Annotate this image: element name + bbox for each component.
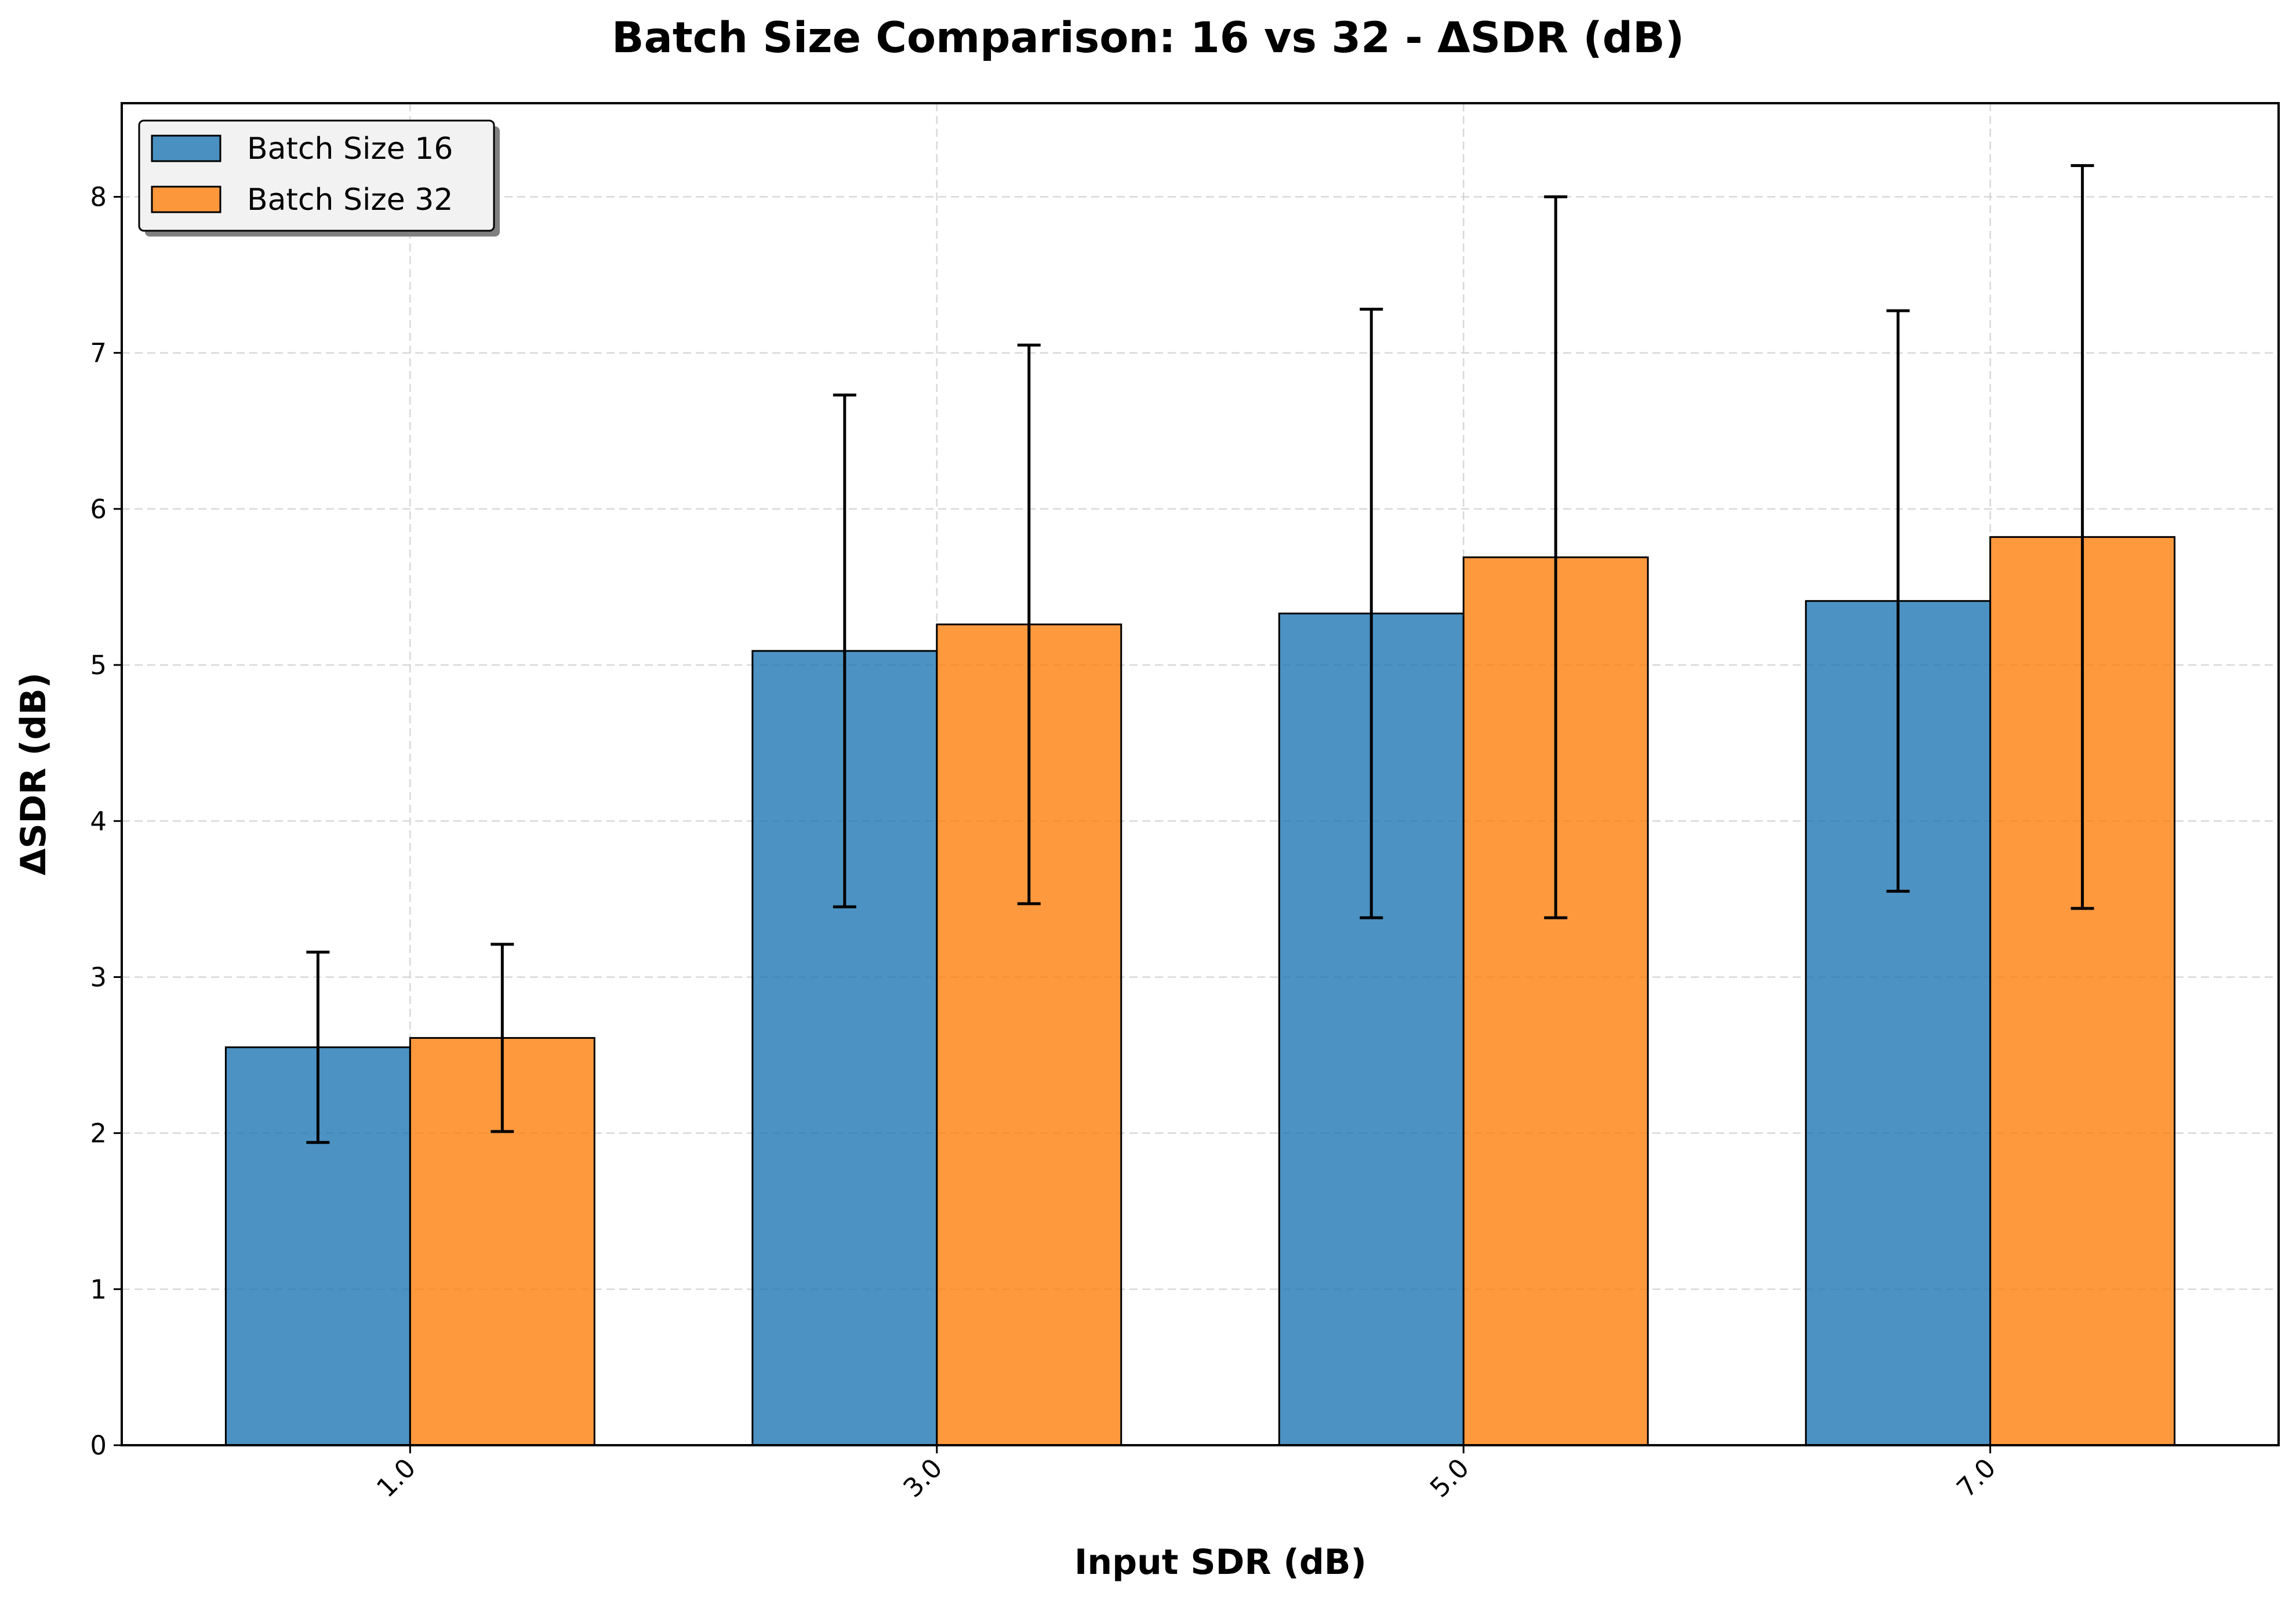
x-tick-label: 7.0 (1950, 1452, 2001, 1503)
x-axis-ticks: 1.0 3.0 5.0 7.0 (370, 1445, 2001, 1503)
y-axis-ticks: 0 1 2 3 4 5 6 7 8 (90, 182, 122, 1461)
x-tick-label: 1.0 (370, 1452, 422, 1503)
y-tick-label: 6 (90, 494, 107, 525)
plot-frame (121, 102, 2280, 1446)
y-axis-label: ΔSDR (dB) (13, 672, 54, 875)
y-tick-label: 4 (90, 806, 107, 837)
legend-label: Batch Size 32 (247, 183, 453, 217)
legend-box (138, 119, 495, 232)
x-tick-label: 5.0 (1424, 1452, 1475, 1503)
x-tick-label: 3.0 (897, 1452, 948, 1503)
bars (224, 536, 2176, 1446)
x-axis-label: Input SDR (dB) (1074, 1542, 1367, 1583)
y-tick-label: 5 (90, 650, 107, 681)
legend: Batch Size 16 Batch Size 32 (138, 119, 500, 237)
y-tick-label: 0 (90, 1430, 107, 1461)
y-tick-label: 8 (90, 182, 107, 213)
chart-title: Batch Size Comparison: 16 vs 32 - ΔSDR (… (612, 13, 1684, 63)
y-tick-label: 1 (90, 1274, 107, 1305)
y-tick-label: 7 (90, 338, 107, 369)
legend-label: Batch Size 16 (247, 132, 453, 166)
y-tick-label: 3 (90, 962, 107, 992)
legend-swatch (151, 186, 221, 213)
legend-swatch (151, 134, 221, 162)
error-bars (306, 164, 2094, 1144)
y-tick-label: 2 (90, 1118, 107, 1149)
